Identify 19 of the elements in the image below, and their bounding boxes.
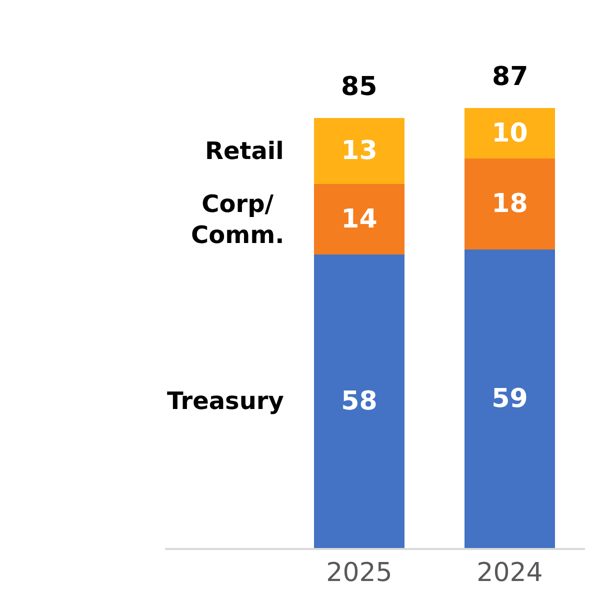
data-label: 59	[492, 384, 528, 414]
data-label: 58	[341, 386, 378, 416]
data-label: 13	[341, 136, 378, 166]
bar	[314, 254, 404, 548]
bar	[314, 184, 404, 255]
total-label: 87	[492, 62, 528, 92]
data-label: 14	[341, 204, 378, 234]
data-label: 18	[492, 189, 528, 220]
series-label: Treasury	[167, 387, 284, 415]
bar	[464, 250, 555, 548]
x-tick-label: 2024	[476, 558, 543, 588]
x-tick-label: 2025	[326, 558, 392, 588]
bar	[464, 158, 555, 250]
series-label: Corp/ Comm.	[191, 190, 284, 250]
data-label: 10	[492, 118, 528, 148]
bar	[464, 108, 555, 159]
bar	[314, 118, 404, 184]
series-label: Retail	[205, 137, 284, 165]
total-label: 85	[341, 72, 378, 102]
